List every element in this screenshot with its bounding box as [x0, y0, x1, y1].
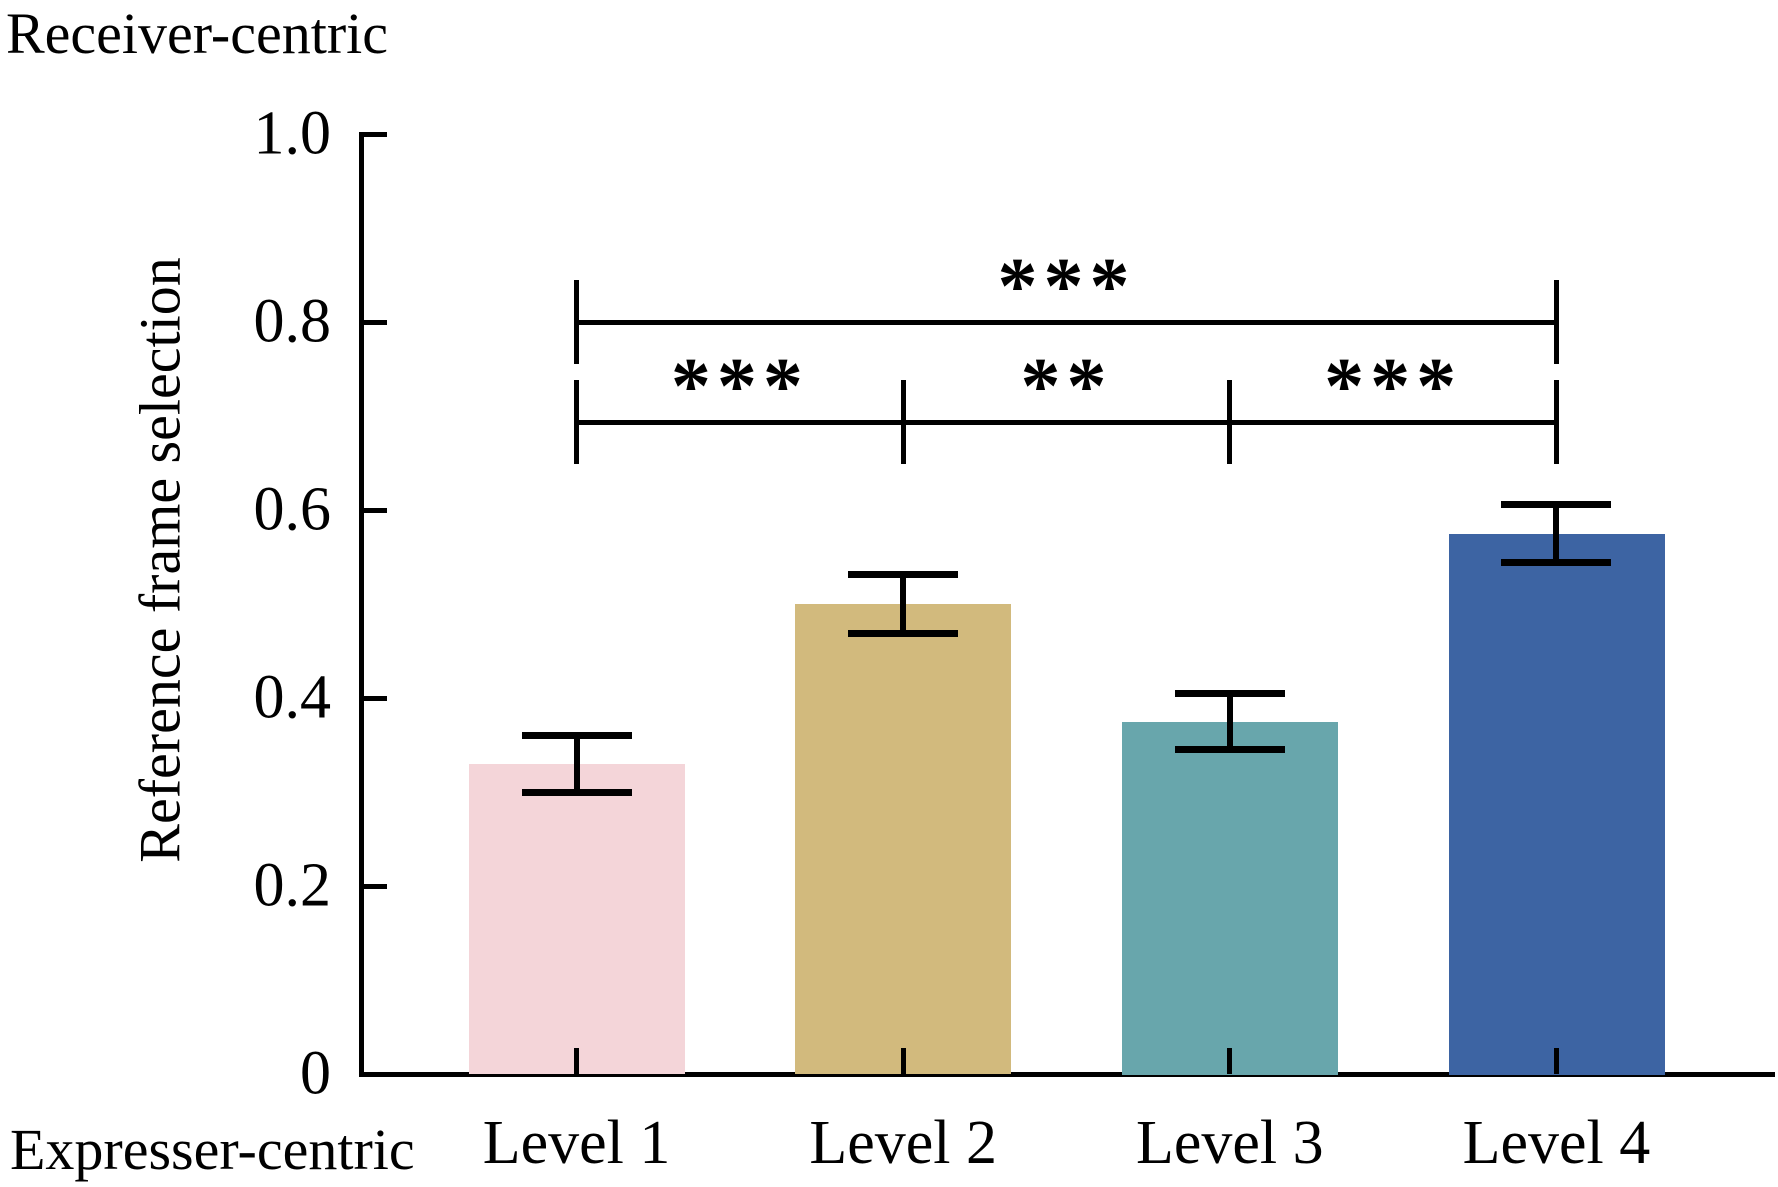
error-bar-cap-top	[1501, 501, 1611, 508]
x-tick	[574, 1048, 579, 1074]
x-tick	[1554, 1048, 1559, 1074]
y-tick	[361, 884, 387, 889]
bar-level-2	[795, 604, 1011, 1074]
significance-label: ***	[1324, 343, 1463, 431]
y-tick-label: 0	[300, 1039, 331, 1108]
error-bar-line	[1553, 504, 1559, 562]
error-bar-cap-bottom	[848, 630, 958, 637]
expresser-centric-label: Expresser-centric	[10, 1117, 415, 1182]
sig-bracket-cap	[574, 380, 579, 464]
sig-bracket-cap	[1554, 380, 1559, 464]
sig-bracket-line	[903, 420, 1230, 425]
error-bar-cap-bottom	[1501, 559, 1611, 566]
sig-bracket-cap	[901, 380, 906, 464]
sig-bracket-cap	[574, 280, 579, 364]
sig-bracket-cap	[1554, 280, 1559, 364]
x-tick-label-level-2: Level 2	[809, 1109, 998, 1177]
sig-bracket-line	[577, 420, 904, 425]
bar-level-3	[1122, 722, 1338, 1075]
y-tick-label: 0.4	[253, 663, 332, 732]
y-tick-label: 1.0	[253, 99, 332, 168]
receiver-centric-label: Receiver-centric	[6, 1, 389, 66]
error-bar-cap-top	[848, 571, 958, 578]
error-bar-cap-bottom	[522, 789, 632, 796]
error-bar-line	[574, 736, 580, 792]
y-tick	[361, 696, 387, 701]
x-tick-label-level-1: Level 1	[482, 1109, 671, 1177]
error-bar-line	[1227, 693, 1233, 749]
x-tick-label-level-4: Level 4	[1462, 1109, 1651, 1177]
sig-bracket-line	[1230, 420, 1557, 425]
x-axis-line	[359, 1072, 1775, 1077]
y-tick	[361, 320, 387, 325]
error-bar-cap-bottom	[1175, 746, 1285, 753]
sig-bracket-line	[577, 320, 1557, 325]
y-tick	[361, 132, 387, 137]
significance-label: ***	[670, 343, 809, 431]
error-bar-cap-top	[1175, 690, 1285, 697]
x-tick	[901, 1048, 906, 1074]
error-bar-line	[900, 575, 906, 633]
bar-level-4	[1449, 534, 1665, 1075]
y-tick-label: 0.8	[253, 287, 332, 356]
significance-label: **	[1020, 343, 1113, 431]
y-tick-label: 0.6	[253, 475, 332, 544]
x-tick-label-level-3: Level 3	[1135, 1109, 1324, 1177]
x-tick	[1227, 1048, 1232, 1074]
sig-bracket-cap	[1227, 380, 1232, 464]
y-axis-line	[359, 132, 364, 1077]
bar-level-1	[469, 764, 685, 1074]
y-tick	[361, 508, 387, 513]
significance-label: ***	[997, 243, 1136, 331]
error-bar-cap-top	[522, 732, 632, 739]
y-tick-label: 0.2	[253, 851, 332, 920]
y-axis-title: Reference frame selection	[127, 257, 193, 863]
